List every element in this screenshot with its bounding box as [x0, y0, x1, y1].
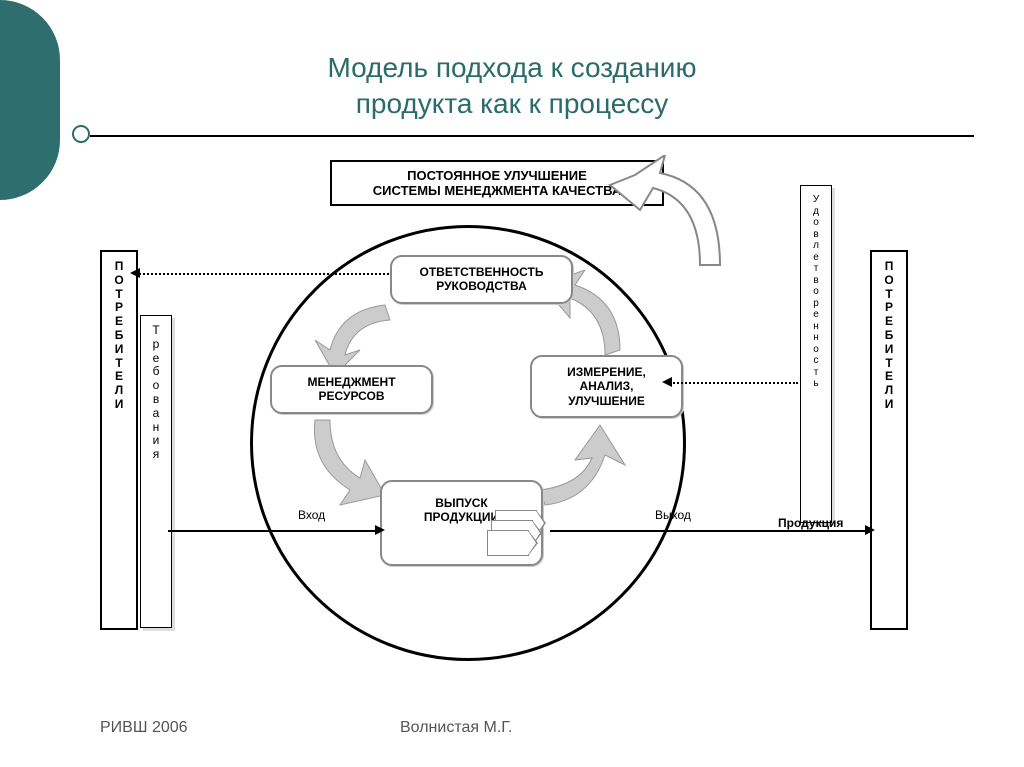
output-l1: ВЫПУСК	[435, 496, 488, 510]
input-label: Вход	[298, 508, 325, 522]
measurement-l1: ИЗМЕРЕНИЕ,	[567, 365, 646, 379]
title-underline	[90, 135, 974, 137]
output-label: Выход	[655, 508, 691, 522]
resources-l2: РЕСУРСОВ	[318, 389, 384, 403]
dotted-arrowhead-left	[130, 268, 140, 278]
product-label: Продукция	[778, 516, 843, 530]
measurement-l2: АНАЛИЗ,	[579, 379, 633, 393]
page-title: Модель подхода к созданию продукта как к…	[0, 50, 1024, 123]
resources-l1: МЕНЕДЖМЕНТ	[307, 375, 395, 389]
responsibility-l1: ОТВЕТСТВЕННОСТЬ	[419, 265, 543, 279]
process-diagram: ПОСТОЯННОЕ УЛУЧШЕНИЕ СИСТЕМЫ МЕНЕДЖМЕНТА…	[100, 160, 920, 680]
cycle-arrow-3	[530, 420, 630, 520]
dotted-arrowhead-right	[662, 377, 672, 387]
resources-node: МЕНЕДЖМЕНТ РЕСУРСОВ	[270, 365, 433, 414]
output-l2: ПРОДУКЦИИ	[424, 510, 499, 524]
satisfaction-box: Удовлетворенность	[800, 185, 832, 523]
measurement-l3: УЛУЧШЕНИЕ	[568, 394, 645, 408]
feedback-arrow	[605, 155, 775, 285]
consumers-right-box: ПОТРЕБИТЕЛИ	[870, 250, 908, 630]
improvement-line-1: ПОСТОЯННОЕ УЛУЧШЕНИЕ	[407, 168, 587, 183]
input-arrowhead	[375, 525, 385, 535]
responsibility-node: ОТВЕТСТВЕННОСТЬ РУКОВОДСТВА	[390, 255, 573, 304]
input-line	[168, 530, 378, 532]
dotted-line-left	[134, 273, 389, 275]
output-arrowhead	[865, 525, 875, 535]
improvement-line-2: СИСТЕМЫ МЕНЕДЖМЕНТА КАЧЕСТВА	[373, 183, 621, 198]
title-line-1: Модель подхода к созданию	[328, 52, 697, 83]
responsibility-l2: РУКОВОДСТВА	[436, 279, 527, 293]
title-line-2: продукта как к процессу	[356, 88, 669, 119]
requirements-box: Требования	[140, 315, 172, 628]
footer-author: Волнистая М.Г.	[400, 719, 512, 737]
measurement-node: ИЗМЕРЕНИЕ, АНАЛИЗ, УЛУЧШЕНИЕ	[530, 355, 683, 418]
title-bullet	[72, 125, 90, 143]
output-line	[550, 530, 868, 532]
dotted-line-right	[670, 382, 798, 384]
cycle-arrow-1	[315, 295, 405, 375]
consumers-left-box: ПОТРЕБИТЕЛИ	[100, 250, 138, 630]
footer-left: РИВШ 2006	[100, 719, 188, 737]
